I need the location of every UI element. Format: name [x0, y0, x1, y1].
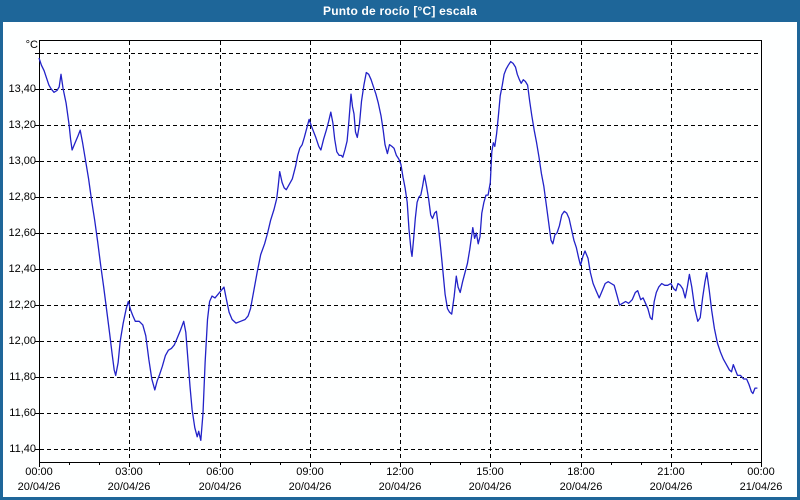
y-tick-label: 12,60	[8, 227, 36, 239]
title-bar: Punto de rocío [°C] escala	[0, 0, 800, 22]
x-time-label: 12:00	[386, 466, 414, 478]
dew-point-series-line	[38, 57, 758, 442]
x-date-label: 20/04/26	[559, 481, 603, 493]
y-tick-label: 13,00	[8, 155, 36, 167]
y-axis-unit-label: °C	[25, 39, 38, 51]
plot-frame	[39, 40, 762, 463]
y-tick-label: 13,20	[8, 119, 36, 131]
x-time-label: 03:00	[115, 466, 143, 478]
x-time-label: 09:00	[296, 466, 324, 478]
x-time-label: 18:00	[567, 466, 595, 478]
x-time-label: 00:00	[25, 466, 53, 478]
x-date-label: 20/04/26	[17, 481, 61, 493]
x-date-label: 20/04/26	[468, 481, 512, 493]
y-tick-label: 12,00	[8, 335, 36, 347]
y-tick-label: 12,80	[8, 191, 36, 203]
y-tick-label: 12,40	[8, 263, 36, 275]
y-tick-label: 11,40	[9, 443, 36, 455]
x-time-label: 15:00	[476, 466, 504, 478]
x-time-label: 21:00	[657, 466, 685, 478]
x-date-label: 20/04/26	[107, 481, 151, 493]
x-time-label: 06:00	[206, 466, 234, 478]
x-date-label: 21/04/26	[739, 481, 783, 493]
y-tick-label: 13,40	[8, 83, 36, 95]
window-title: Punto de rocío [°C] escala	[322, 4, 478, 18]
x-date-label: 20/04/26	[288, 481, 332, 493]
y-tick-label: 12,20	[8, 299, 36, 311]
y-tick-label: 11,60	[9, 407, 36, 419]
x-date-label: 20/04/26	[649, 481, 693, 493]
x-date-label: 20/04/26	[198, 481, 242, 493]
x-time-label: 00:00	[747, 466, 775, 478]
x-date-label: 20/04/26	[378, 481, 422, 493]
y-tick-label: 11,80	[9, 371, 36, 383]
